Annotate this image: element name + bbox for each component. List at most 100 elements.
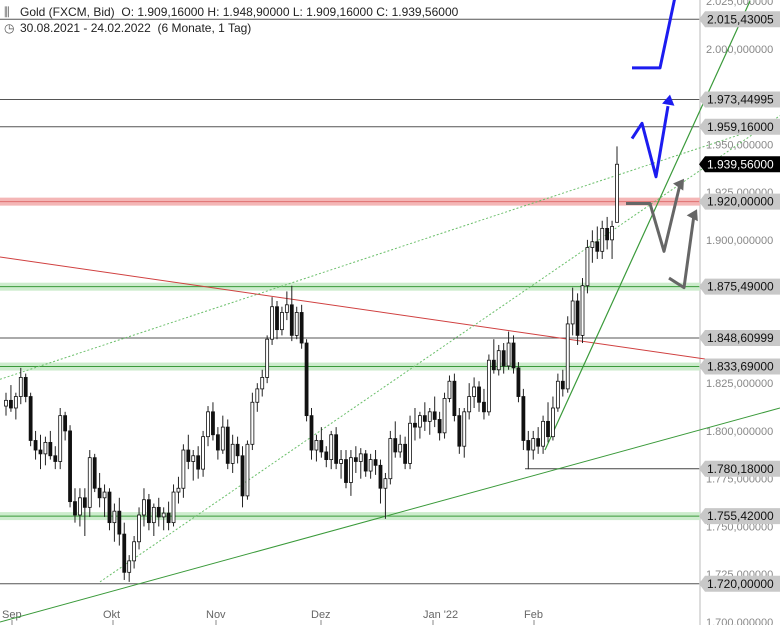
candle-body xyxy=(289,304,294,336)
price-level-label: 1.833,69000 xyxy=(707,360,774,374)
candle-body xyxy=(225,426,230,464)
price-level-label: 1.755,42000 xyxy=(707,509,774,523)
candle-body xyxy=(329,434,334,460)
candle-body xyxy=(166,512,171,524)
candle-body xyxy=(413,422,417,428)
candle-body xyxy=(171,491,176,524)
candle-body xyxy=(151,506,156,524)
candle-body xyxy=(590,241,595,248)
blue-arrow-lower xyxy=(630,105,670,179)
candle-body xyxy=(33,440,38,451)
candle-body xyxy=(585,247,590,287)
y-tick-label: 1.700,000000 xyxy=(706,617,773,625)
price-level-label: 1.920,00000 xyxy=(707,195,774,209)
x-tick-label: Feb xyxy=(524,609,543,621)
candle-body xyxy=(68,430,72,503)
candle-body xyxy=(447,380,452,399)
candle-body xyxy=(467,396,472,413)
candle-body xyxy=(107,491,112,524)
price-level-tag xyxy=(699,575,780,592)
candle-body xyxy=(541,420,545,447)
candle-body xyxy=(442,398,447,434)
blue-arrow-head xyxy=(662,94,675,106)
price-level-tag xyxy=(699,358,780,375)
candle-body xyxy=(491,359,496,371)
candle-body xyxy=(595,241,600,252)
candle-body xyxy=(393,438,398,453)
grey-arrow-head xyxy=(686,209,698,222)
candle-body xyxy=(353,457,358,462)
candle-body xyxy=(260,377,265,390)
candle-body xyxy=(403,443,408,464)
candle-body xyxy=(215,434,220,451)
candle-body xyxy=(132,541,137,562)
candle-body xyxy=(280,312,284,331)
candle-body xyxy=(580,285,585,336)
x-tick-label: Jan '22 xyxy=(423,609,458,621)
candle-body xyxy=(368,459,373,472)
x-tick-label: Dez xyxy=(311,609,331,621)
candle-body xyxy=(48,441,53,457)
candle-body xyxy=(196,455,201,470)
candle-body xyxy=(235,443,240,457)
candle-body xyxy=(265,338,270,378)
price-level-label: 1.875,49000 xyxy=(707,280,774,294)
candle-body xyxy=(600,227,605,252)
candle-body xyxy=(339,459,343,464)
candle-body xyxy=(615,163,619,223)
candle-body xyxy=(220,426,225,451)
price-level-tag xyxy=(699,118,780,135)
price-level-tag xyxy=(699,11,780,28)
candle-body xyxy=(314,440,319,451)
candle-body xyxy=(358,453,363,462)
period-detail-label: (6 Monate, 1 Tag) xyxy=(157,21,252,35)
green-support-trendline xyxy=(0,407,780,623)
ohlc-label: O: 1.909,16000 H: 1.948,90000 L: 1.909,1… xyxy=(121,5,459,19)
candle-body xyxy=(383,478,388,489)
grey-arrow-lower xyxy=(668,214,696,290)
candle-body xyxy=(506,342,511,367)
price-level-tag xyxy=(699,91,780,108)
candle-body xyxy=(73,501,77,516)
chart-header-period: ◷ 30.08.2021 - 24.02.2022 (6 Monate, 1 Ta… xyxy=(4,21,251,35)
candle-body xyxy=(275,306,279,331)
candle-body xyxy=(206,411,210,438)
period-label: 30.08.2021 - 24.02.2022 xyxy=(20,21,151,35)
candle-body xyxy=(43,441,48,455)
clock-icon: ◷ xyxy=(4,21,15,35)
candle-body xyxy=(92,457,97,489)
blue-arrow-upper xyxy=(632,0,676,70)
candle-body xyxy=(418,415,422,428)
y-tick-label: 1.950,000000 xyxy=(706,139,773,151)
candle-body xyxy=(284,304,289,313)
candle-body xyxy=(398,443,403,453)
green-dotted-channel-low xyxy=(99,115,780,583)
candle-body xyxy=(496,350,501,371)
candle-body xyxy=(299,312,304,344)
candle-body xyxy=(319,440,324,453)
candle-body xyxy=(605,227,610,241)
candle-body xyxy=(181,449,186,489)
candle-body xyxy=(58,415,63,462)
green-dotted-channel-high xyxy=(0,120,780,380)
price-level-tag xyxy=(699,278,780,295)
candle-body xyxy=(146,499,151,524)
y-tick-label: 1.750,000000 xyxy=(706,521,773,533)
y-tick-label: 2.025,000000 xyxy=(706,0,773,8)
candle-body xyxy=(427,411,432,422)
price-level-label: 1.720,00000 xyxy=(707,577,774,591)
candle-body xyxy=(186,449,191,462)
candle-body xyxy=(462,411,467,447)
candle-body xyxy=(53,455,58,462)
candle-body xyxy=(422,415,427,422)
last-price-label: 1.939,56000 xyxy=(707,157,774,171)
bar-chart-icon: ⫼ xyxy=(4,5,10,19)
candle-body xyxy=(349,457,353,483)
candle-body xyxy=(294,312,299,336)
candle-body xyxy=(122,533,127,573)
candle-body xyxy=(482,401,486,413)
green-steep-trendline xyxy=(544,0,751,451)
candle-body xyxy=(28,396,33,441)
x-tick-label: Nov xyxy=(206,609,226,621)
